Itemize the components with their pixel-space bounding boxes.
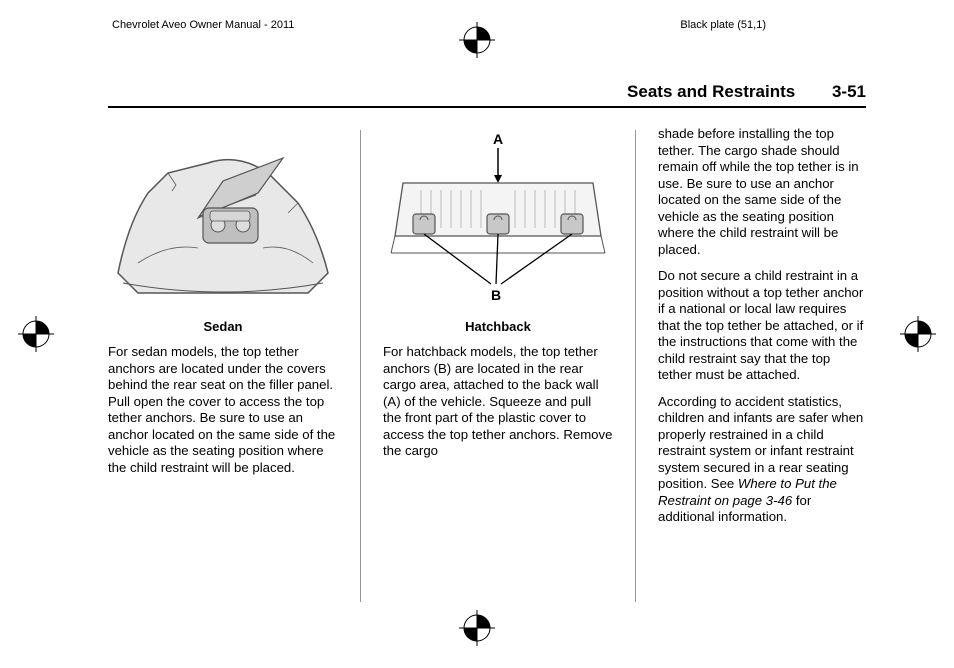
hatchback-text: For hatchback models, the top tether anc… <box>383 344 613 460</box>
crop-mark-bottom <box>459 610 495 646</box>
hatchback-caption: Hatchback <box>383 319 613 334</box>
page-number: 3-51 <box>832 82 866 101</box>
hatchback-figure: A <box>383 126 613 309</box>
sedan-caption: Sedan <box>108 319 338 334</box>
crop-mark-right <box>900 316 936 352</box>
col3-p3: According to accident statistics, childr… <box>658 394 866 526</box>
manual-title: Chevrolet Aveo Owner Manual - 2011 <box>112 19 294 31</box>
plate-label: Black plate (51,1) <box>680 19 766 31</box>
column-divider-1 <box>360 130 361 602</box>
column-divider-2 <box>635 130 636 602</box>
col3-p1: shade before installing the top tether. … <box>658 126 866 258</box>
column-2: A <box>383 126 613 608</box>
section-header: Seats and Restraints 3-51 <box>627 82 866 102</box>
sedan-text: For sedan models, the top tether anchors… <box>108 344 338 476</box>
label-b: B <box>491 287 501 303</box>
content-columns: Sedan For sedan models, the top tether a… <box>108 126 866 608</box>
label-a: A <box>493 131 503 147</box>
hatchback-paragraph: For hatchback models, the top tether anc… <box>383 344 613 460</box>
crop-mark-top <box>459 22 495 58</box>
sedan-figure <box>108 126 338 309</box>
column-3: shade before installing the top tether. … <box>658 126 866 608</box>
section-title: Seats and Restraints <box>627 82 827 101</box>
col3-p2: Do not secure a child restraint in a pos… <box>658 268 866 384</box>
crop-mark-left <box>18 316 54 352</box>
column-1: Sedan For sedan models, the top tether a… <box>108 126 338 608</box>
sedan-paragraph: For sedan models, the top tether anchors… <box>108 344 338 476</box>
header-rule <box>108 106 866 108</box>
